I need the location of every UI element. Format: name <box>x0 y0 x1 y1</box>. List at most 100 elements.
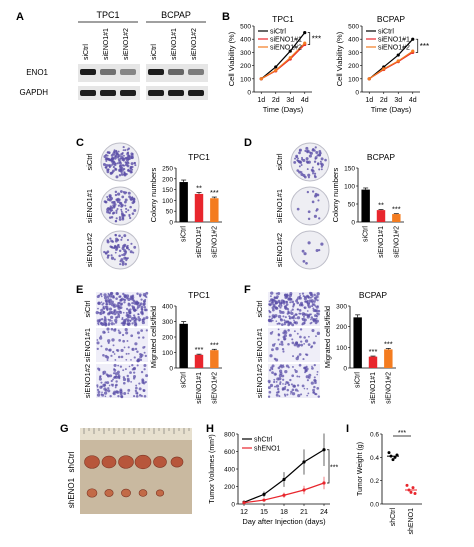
panel-f-letter: F <box>244 284 251 296</box>
migrated-cell <box>291 374 295 378</box>
migrated-cell <box>113 353 116 355</box>
migrated-cell <box>98 319 101 322</box>
migrated-cell <box>118 310 121 313</box>
migrated-cell <box>119 298 123 302</box>
colony <box>124 200 127 204</box>
migrated-cell <box>289 378 292 382</box>
migrated-cell <box>113 323 116 325</box>
migrated-cell <box>107 331 110 334</box>
colony <box>102 163 106 167</box>
colony <box>121 260 125 264</box>
colony <box>318 249 321 252</box>
colony <box>130 162 134 166</box>
migrated-cell <box>140 370 144 374</box>
migrated-cell <box>100 308 104 313</box>
panel-h-letter: H <box>206 423 214 435</box>
x-tick-label: 24 <box>320 509 328 516</box>
migrated-cell <box>277 314 282 319</box>
migrated-cell <box>97 307 99 310</box>
migrated-cell <box>311 303 314 306</box>
migrated-cell <box>280 302 283 305</box>
culture-dish <box>290 230 330 270</box>
significance-marker: *** <box>398 430 406 437</box>
colony <box>121 152 124 154</box>
migrated-cell <box>292 305 295 308</box>
migrated-cell <box>301 384 305 388</box>
migrated-cell <box>141 318 144 321</box>
bar <box>368 356 378 368</box>
colony <box>298 151 301 155</box>
y-tick-label: 600 <box>224 449 235 456</box>
y-tick-label: 500 <box>240 24 251 31</box>
y-tick-label: 0 <box>355 90 359 97</box>
migrated-cell <box>280 318 284 322</box>
y-tick-label: 250 <box>162 166 173 173</box>
tumor-shctrl <box>84 455 100 469</box>
colony <box>296 169 300 172</box>
y-tick-label: 200 <box>224 484 235 491</box>
colony <box>118 198 121 202</box>
migrated-cell <box>277 304 281 308</box>
migrated-cell <box>279 381 282 384</box>
migrated-cell <box>122 376 126 379</box>
migrated-cell <box>297 296 301 300</box>
colony <box>313 174 316 177</box>
colony <box>118 249 122 253</box>
migration-bar-chart-bcpap: 0 100 200 300 BCPAP Migrated cells/field siCtr… <box>323 290 396 404</box>
migrated-cell <box>133 394 136 398</box>
migrated-cell <box>114 372 118 376</box>
colony <box>131 153 134 156</box>
migrated-cell <box>291 308 294 311</box>
colony <box>121 246 125 251</box>
migrated-cell <box>103 387 107 391</box>
migrated-cell <box>300 340 303 343</box>
migrated-cell <box>121 333 125 337</box>
migrated-cell <box>110 322 114 326</box>
migrated-cell <box>316 299 319 302</box>
migrated-cell <box>275 347 279 351</box>
migrated-cell <box>97 390 101 394</box>
colony <box>105 153 108 156</box>
migrated-cell <box>130 334 134 338</box>
migrated-cell <box>143 368 146 371</box>
colony <box>114 193 118 197</box>
colony <box>121 195 125 199</box>
y-tick-label: 0 <box>169 366 173 373</box>
cell-viability-chart-tpc1: 0 100 200 300 400 500 1d 2d 3d 4d TPC1 Time (Days) C… <box>227 14 321 114</box>
migrated-cell <box>130 381 132 383</box>
migrated-cell <box>277 338 280 341</box>
migrated-cell <box>133 319 136 322</box>
panel-c: C siCtrl siENO1#1 siENO1#2 0 50 100 150 200 250… <box>76 137 222 270</box>
migrated-cell <box>281 374 285 378</box>
migrated-cell <box>140 358 143 362</box>
migrated-cell <box>298 293 301 295</box>
colony <box>314 156 318 160</box>
colony <box>314 146 317 149</box>
significance-marker: *** <box>420 42 429 51</box>
migrated-cell <box>115 297 118 300</box>
migrated-cell <box>104 395 107 398</box>
migrated-cell <box>270 291 274 295</box>
y-axis-label: Colony numbers <box>149 167 158 222</box>
colony <box>320 242 324 246</box>
migrated-cell <box>96 384 99 387</box>
colony <box>133 162 136 164</box>
migrated-cell <box>282 366 285 368</box>
x-tick-label: siCtrl <box>363 226 370 242</box>
colony <box>115 245 119 249</box>
significance-bracket <box>307 32 311 45</box>
blot-band-gapdh <box>168 90 184 96</box>
colony <box>112 165 115 169</box>
migrated-cell <box>139 302 143 305</box>
migrated-cell <box>96 393 101 397</box>
y-tick-label: 200 <box>348 63 359 70</box>
migrated-cell <box>271 317 274 320</box>
migrated-cell <box>274 373 277 376</box>
migrated-cell <box>298 309 302 312</box>
migrated-cell <box>122 377 127 382</box>
colony <box>108 211 111 215</box>
y-tick-label: 300 <box>240 50 251 57</box>
migrated-cell <box>119 303 123 306</box>
tumor-shctrl <box>118 455 134 469</box>
colony <box>115 175 119 179</box>
